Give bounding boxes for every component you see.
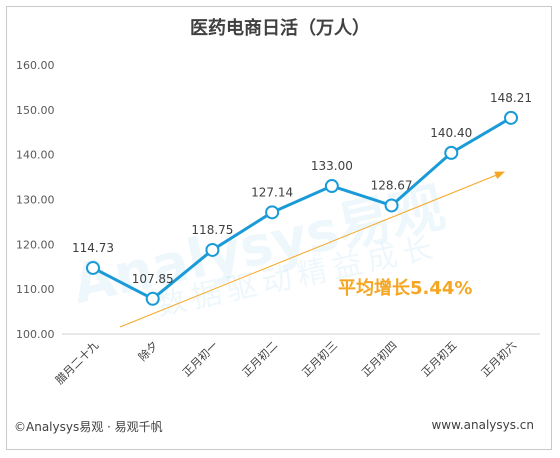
y-tick-label: 100.00 <box>16 328 55 341</box>
data-label: 128.67 <box>371 178 413 192</box>
data-point <box>324 179 339 194</box>
data-label: 107.85 <box>132 272 174 286</box>
x-tick-label: 腊月二十九 <box>52 338 101 387</box>
data-point <box>265 205 280 220</box>
x-tick-label: 正月初一 <box>180 338 221 379</box>
data-point <box>504 110 518 125</box>
footer-url: www.analysys.cn <box>431 418 534 432</box>
chart-card <box>6 6 552 450</box>
series-line <box>92 116 512 301</box>
x-tick-label: 正月初四 <box>359 338 400 379</box>
growth-annotation: 平均增长5.44% <box>338 277 472 299</box>
data-point <box>384 198 399 213</box>
data-point <box>444 145 459 160</box>
y-tick-label: 120.00 <box>16 238 55 251</box>
data-labels: 114.73 107.85 118.75 127.14 133.00 128.67 140.… <box>72 91 532 286</box>
data-label: 140.40 <box>430 126 472 140</box>
series <box>86 110 518 306</box>
y-tick-label: 140.00 <box>16 149 55 162</box>
data-point <box>145 291 160 306</box>
chart-title: 医药电商日活（万人） <box>190 18 370 39</box>
x-axis: 腊月二十九 除夕 正月初一 正月初二 正月初三 正月初四 正月初五 正月初六 <box>52 338 519 387</box>
x-tick-label: 正月初六 <box>478 338 519 379</box>
y-tick-label: 150.00 <box>16 104 55 117</box>
y-tick-label: 130.00 <box>16 194 55 207</box>
data-point <box>205 242 220 257</box>
x-tick-label: 正月初五 <box>418 338 459 379</box>
data-label: 114.73 <box>72 241 114 255</box>
trend-arrow <box>119 171 505 328</box>
data-label: 118.75 <box>191 223 233 237</box>
y-tick-label: 110.00 <box>16 283 55 296</box>
data-label: 127.14 <box>251 185 293 199</box>
footer-copyright: ©Analysys易观 · 易观千帆 <box>14 420 163 434</box>
x-tick-label: 除夕 <box>135 338 160 363</box>
data-label: 148.21 <box>490 91 532 105</box>
x-tick-label: 正月初二 <box>239 338 280 379</box>
data-label: 133.00 <box>311 159 353 173</box>
y-axis: 100.00 110.00 120.00 130.00 140.00 150.00 160.… <box>16 59 540 341</box>
data-point <box>86 260 100 275</box>
trend-line <box>119 171 505 328</box>
y-tick-label: 160.00 <box>16 59 55 72</box>
x-tick-label: 正月初三 <box>299 338 340 379</box>
